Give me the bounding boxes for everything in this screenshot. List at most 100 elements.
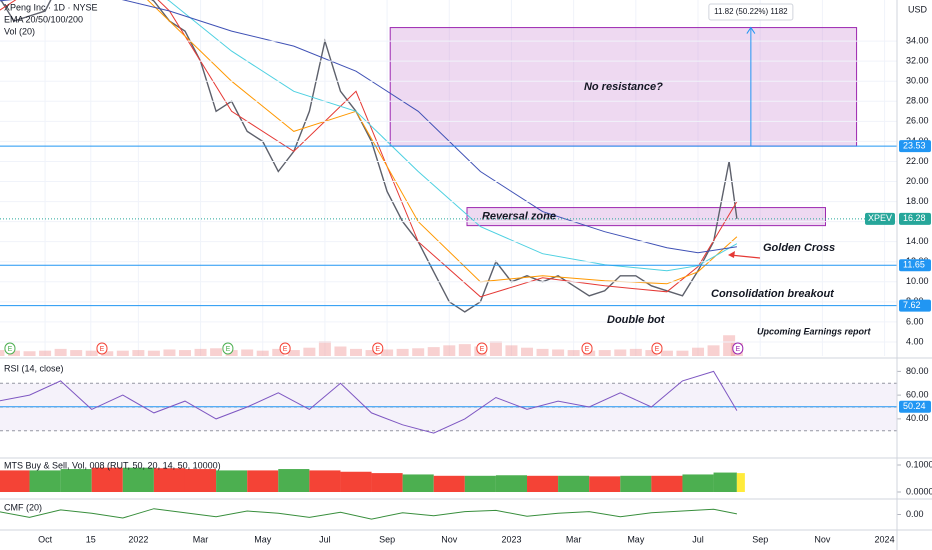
volume-bar [350,348,363,356]
pane-title: MTS Buy & Sell, Vol, 008 (RUT, 50, 20, 1… [4,460,221,470]
earnings-marker [279,342,291,355]
y-tick-label: 0.0000 [906,486,932,496]
volume-bar [598,350,611,356]
bar [495,475,528,493]
pane-title: RSI (14, close) [4,363,64,373]
volume-bar [287,350,300,356]
price-tag [899,140,931,153]
bar [464,475,496,493]
bar [247,470,279,493]
y-tick-label: 34.00 [906,35,929,45]
x-tick-label: Jul [692,534,704,544]
series-line [0,0,737,254]
volume-bar [365,350,378,356]
volume-bar [101,351,114,356]
volume-bar [645,350,658,356]
annotation: Upcoming Earnings report [757,326,872,336]
bar [371,473,403,493]
volume-bar [210,348,223,356]
earnings-marker [476,342,488,355]
x-tick-label: May [627,534,645,544]
measure-label: 11.82 (50.22%) 1182 [714,7,788,16]
earnings-label: E [283,346,288,353]
y-tick-label: 6.00 [906,316,924,326]
volume-bar [629,348,642,356]
volume-bar [614,349,627,356]
volume-bar [39,350,52,356]
earnings-label: E [100,346,105,353]
x-tick-label: 2024 [875,534,895,544]
x-tick-label: Jul [319,534,331,544]
earnings-marker [372,342,384,355]
x-tick-label: 2023 [501,534,521,544]
volume-bar [85,350,98,356]
volume-bar [7,350,20,356]
volume-bar [334,346,347,356]
y-tick-label: 22.00 [906,156,929,166]
volume-bar [0,350,5,356]
symbol-tag-label: XPEV [868,213,892,223]
y-tick-label: 60.00 [906,389,929,399]
volume-bar [54,348,67,356]
bar [184,469,217,493]
price-tag-label: 16.28 [903,213,926,223]
volume-bar [241,349,254,356]
series-line [0,370,738,434]
earnings-marker [222,342,234,355]
price-tag-label: 50.24 [903,401,926,411]
y-tick-label: 4.00 [906,336,924,346]
y-tick-label: 10.00 [906,276,929,286]
measure-box [708,3,794,21]
volume-bar [536,348,549,356]
zone [389,27,858,147]
x-tick-label: Mar [193,534,209,544]
volume-bar [396,348,409,356]
volume-bar [412,348,425,356]
currency: USD [908,4,928,14]
volume-bar [147,350,160,356]
bar [278,469,310,493]
bar [620,475,652,493]
zone-label: No resistance? [584,81,663,93]
x-tick-label: May [254,534,272,544]
volume-bar [23,351,36,356]
volume-bar [567,350,580,356]
earnings-label: E [585,346,590,353]
volume-bar [692,347,705,356]
y-tick-label: 32.00 [906,56,929,66]
price-tag-label: 7.62 [903,300,921,310]
price-tag [899,212,931,225]
x-tick-label: 2022 [128,534,148,544]
price-tag [899,259,931,272]
bar [402,474,434,493]
y-tick-label: 20.00 [906,176,929,186]
y-tick-label: 18.00 [906,196,929,206]
y-tick-label: 14.00 [906,236,929,246]
volume-bar [163,349,176,356]
earnings-marker [96,342,108,355]
bar [60,469,92,493]
zone-label: Reversal zone [482,211,556,223]
bar [527,475,559,493]
y-tick-label: 0.1000 [906,459,932,469]
arrow-head [728,251,735,258]
bar [433,475,465,493]
volume-bar [272,348,285,356]
bar [309,470,341,493]
volume-bar [256,350,269,356]
bar [29,470,61,493]
bar [713,472,737,493]
bar [736,473,745,493]
volume-bar [381,349,394,356]
volume-bar [458,344,471,356]
earnings-label: E [480,346,485,353]
earnings-marker [732,342,744,355]
chart-title: XPeng Inc · 1D · NYSE [4,2,98,12]
pane-title: CMF (20) [4,502,42,512]
volume-bar [303,347,316,356]
volume-bar [178,350,191,356]
bar [558,475,590,493]
earnings-label: E [735,346,740,353]
